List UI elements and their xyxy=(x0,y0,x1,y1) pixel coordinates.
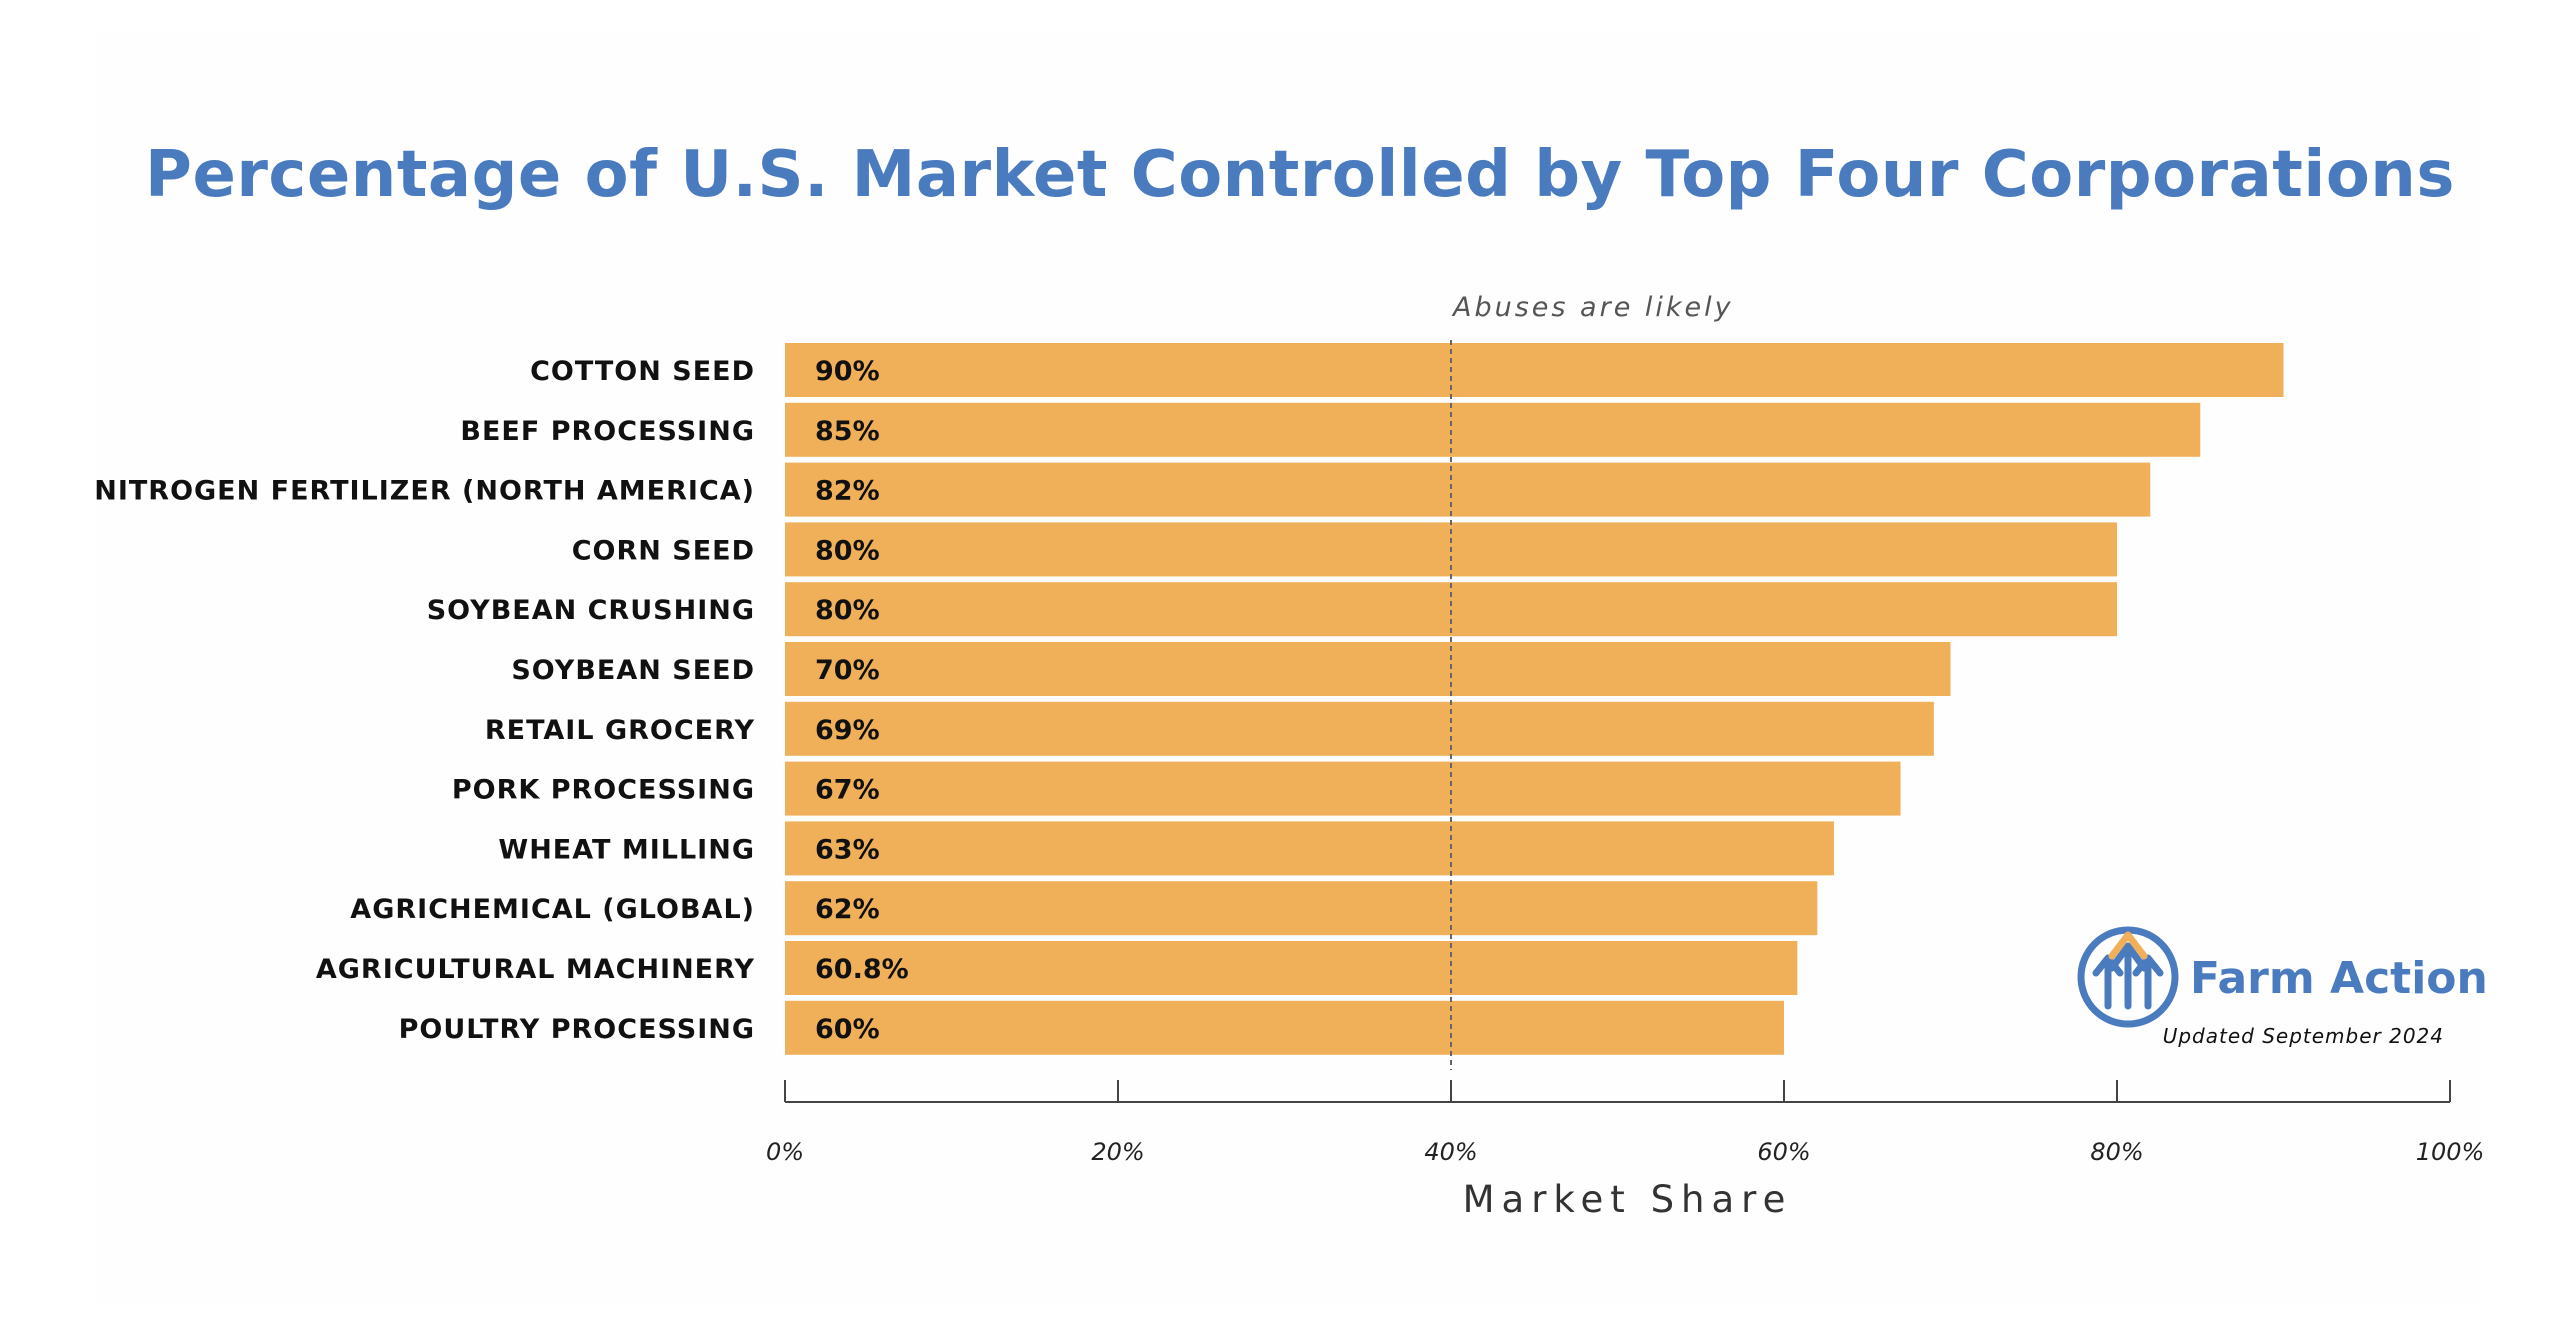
category-label: AGRICULTURAL MACHINERY xyxy=(316,954,755,985)
category-label: NITROGEN FERTILIZER (NORTH AMERICA) xyxy=(94,476,755,507)
category-label: CORN SEED xyxy=(572,535,755,566)
logo-center-arrow-icon xyxy=(2108,942,2148,1010)
data-label: 80% xyxy=(815,595,880,626)
bars-group xyxy=(785,343,2284,1055)
labels-group: COTTON SEED 90% BEEF PROCESSING 85% NITROGEN… xyxy=(94,356,908,1045)
category-label: POULTRY PROCESSING xyxy=(399,1014,755,1045)
x-axis-title: Market Share xyxy=(1463,1178,1793,1221)
data-label: 60.8% xyxy=(815,954,909,985)
category-label: SOYBEAN CRUSHING xyxy=(427,595,755,626)
data-label: 82% xyxy=(815,476,880,507)
farm-action-logo: Farm Action Updated September 2024 xyxy=(2077,926,2488,1048)
bar xyxy=(785,701,1934,756)
reference-line-label: Abuses are likely xyxy=(1451,292,1734,323)
logo-orange-arrow-icon xyxy=(2108,931,2148,960)
x-tick-label: 20% xyxy=(1091,1138,1144,1166)
bar xyxy=(785,941,1798,995)
x-tick-label: 60% xyxy=(1757,1138,1810,1166)
x-tick-label: 40% xyxy=(1424,1138,1477,1166)
data-label: 70% xyxy=(815,655,880,686)
bar xyxy=(785,642,1951,696)
bar xyxy=(785,821,1834,876)
bar xyxy=(785,1000,1784,1055)
data-label: 85% xyxy=(815,416,880,447)
x-tick-label: 80% xyxy=(2090,1138,2143,1166)
bar xyxy=(785,881,1818,936)
category-label: SOYBEAN SEED xyxy=(511,655,755,686)
category-label: RETAIL GROCERY xyxy=(485,715,755,746)
x-axis: 0% 20% 40% 60% 80% 100% Market Share xyxy=(766,1080,2484,1221)
data-label: 80% xyxy=(815,535,880,566)
data-label: 90% xyxy=(815,356,880,387)
category-label: WHEAT MILLING xyxy=(498,834,755,865)
bar xyxy=(785,402,2201,457)
data-label: 62% xyxy=(815,894,880,925)
logo-blue-arrows-icon xyxy=(2092,954,2164,1010)
updated-note: Updated September 2024 xyxy=(2163,1024,2444,1048)
bar xyxy=(785,582,2117,637)
bar xyxy=(785,343,2284,397)
bar xyxy=(785,761,1901,816)
category-label: AGRICHEMICAL (GLOBAL) xyxy=(350,894,755,925)
category-label: COTTON SEED xyxy=(530,356,755,387)
data-label: 69% xyxy=(815,715,880,746)
category-label: BEEF PROCESSING xyxy=(460,416,755,447)
logo-name: Farm Action xyxy=(2190,953,2488,1004)
data-label: 63% xyxy=(815,834,880,865)
x-tick-label: 0% xyxy=(766,1138,804,1166)
category-label: PORK PROCESSING xyxy=(452,775,755,806)
logo-circle xyxy=(2077,926,2179,1028)
chart-title: Percentage of U.S. Market Controlled by … xyxy=(145,138,2455,212)
bar xyxy=(785,462,2151,517)
x-tick-label: 100% xyxy=(2416,1138,2485,1166)
data-label: 60% xyxy=(815,1014,880,1045)
reference-line-group: Abuses are likely xyxy=(1450,292,1734,1070)
data-label: 67% xyxy=(815,775,880,806)
